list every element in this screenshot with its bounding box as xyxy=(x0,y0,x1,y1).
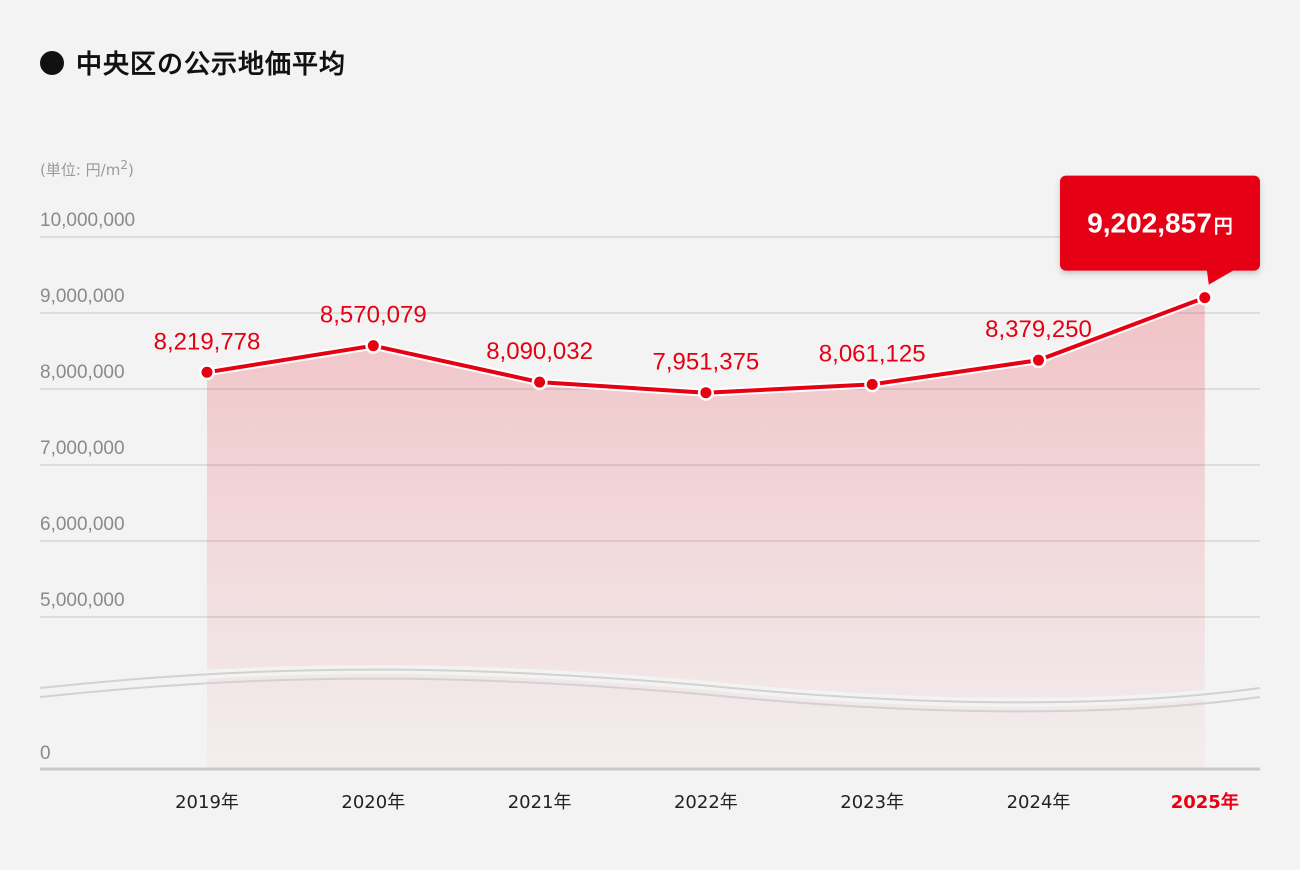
data-point xyxy=(700,387,712,399)
y-tick-label: 5,000,000 xyxy=(40,590,125,611)
value-callout: 9,202,857 円 xyxy=(1060,175,1260,285)
data-label: 8,219,778 xyxy=(154,328,261,355)
chart-title: 中央区の公示地価平均 xyxy=(76,50,347,80)
y-tick-label: 9,000,000 xyxy=(40,286,125,307)
data-label: 8,061,125 xyxy=(819,340,926,367)
y-tick-label: 10,000,000 xyxy=(40,210,135,231)
data-points xyxy=(199,289,1213,401)
data-label: 8,570,079 xyxy=(320,302,427,329)
y-tick-label: 6,000,000 xyxy=(40,514,125,535)
axis-break-line-lower xyxy=(39,677,1261,713)
y-axis-ticks: 10,000,000 9,000,000 8,000,000 7,000,000 6,0… xyxy=(40,210,135,764)
chart-title-row: 中央区の公示地価平均 xyxy=(40,44,346,81)
x-tick-label: 2025年 xyxy=(1171,791,1239,813)
x-tick-label: 2024年 xyxy=(1007,792,1071,813)
x-tick-label: 2021年 xyxy=(508,792,572,813)
area-fill xyxy=(207,297,1205,769)
x-tick-label: 2022年 xyxy=(674,792,738,813)
unit-label: (単位: 円/m2) xyxy=(40,158,134,179)
bullet-dot-icon xyxy=(40,50,64,75)
data-label: 8,090,032 xyxy=(486,338,593,365)
y-tick-label: 0 xyxy=(40,743,51,764)
callout-tail xyxy=(1206,269,1235,285)
data-label: 7,951,375 xyxy=(653,349,760,376)
axis-break xyxy=(39,665,1261,713)
callout-value: 9,202,857 xyxy=(1087,208,1212,239)
axis-break-line-upper xyxy=(39,668,1261,704)
x-tick-label: 2020年 xyxy=(341,792,405,813)
data-point xyxy=(866,378,878,390)
x-tick-label: 2023年 xyxy=(840,792,904,813)
data-label: 8,379,250 xyxy=(985,316,1092,343)
y-tick-label: 8,000,000 xyxy=(40,362,125,383)
data-labels: 8,219,778 8,570,079 8,090,032 7,951,375 8,06… xyxy=(154,302,1092,376)
callout-text: 9,202,857 円 xyxy=(1087,208,1233,239)
callout-unit: 円 xyxy=(1214,216,1233,238)
data-point xyxy=(201,366,213,378)
data-point xyxy=(534,376,546,388)
x-tick-label: 2019年 xyxy=(175,792,239,813)
data-point xyxy=(1033,354,1044,366)
data-point xyxy=(367,340,379,352)
data-point xyxy=(1199,292,1211,304)
callout-box xyxy=(1060,175,1260,271)
y-tick-label: 7,000,000 xyxy=(40,438,125,459)
x-axis-ticks: 2019年 2020年 2021年 2022年 2023年 2024年 2025年 xyxy=(175,791,1239,813)
